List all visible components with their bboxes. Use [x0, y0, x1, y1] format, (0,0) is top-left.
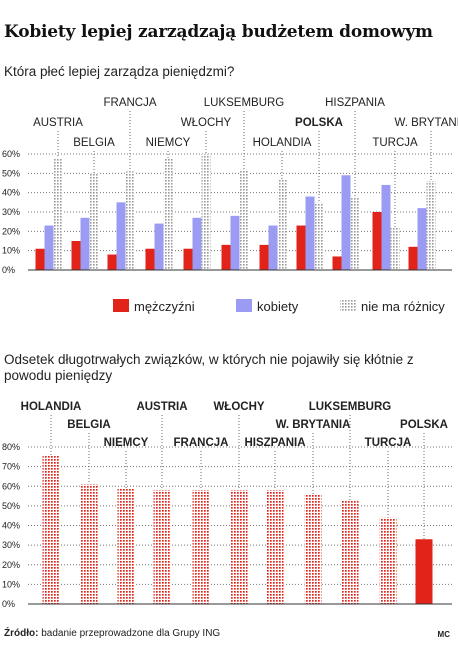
- bar-nodiff: [350, 196, 360, 270]
- bar-highlight: [415, 539, 433, 604]
- category-label: AUSTRIA: [136, 401, 187, 413]
- bar-nodiff: [201, 154, 211, 270]
- y-tick-label: 60%: [2, 149, 20, 159]
- chart-gender-money: 0% 10% 20% 30% 40% 50% 60% AUSTRIA BELGIA FRANCJA…: [2, 97, 458, 275]
- bar: [230, 490, 248, 604]
- bar-women: [154, 223, 164, 270]
- bar-women: [268, 225, 278, 270]
- category-label: AUSTRIA: [33, 117, 83, 129]
- y-tick-label: 20%: [2, 226, 20, 236]
- bar-nodiff: [125, 171, 135, 270]
- category-label: BELGIA: [73, 137, 115, 149]
- bar-men: [259, 244, 269, 270]
- bar: [379, 517, 397, 604]
- bar-men: [332, 256, 342, 270]
- source-text: badanie przeprowadzone dla Grupy ING: [41, 628, 221, 639]
- bar-men: [145, 248, 155, 270]
- legend-swatch-men: [113, 299, 129, 312]
- bar-men: [107, 254, 117, 270]
- chart1-subtitle: Która płeć lepiej zarządza pieniędzmi?: [4, 64, 235, 79]
- category-label: WŁOCHY: [181, 117, 232, 129]
- credit: MC: [437, 630, 450, 639]
- y-tick-label: 50%: [2, 501, 20, 511]
- bar: [192, 490, 210, 604]
- category-label: HISZPANIA: [325, 97, 385, 109]
- bar: [80, 484, 98, 604]
- category-label: HISZPANIA: [244, 437, 305, 449]
- y-tick-label: 70%: [2, 462, 20, 472]
- y-tick-label: 30%: [2, 540, 20, 550]
- y-tick-label: 0%: [2, 265, 15, 275]
- category-label: NIEMCY: [146, 137, 191, 149]
- y-tick-label: 30%: [2, 207, 20, 217]
- legend: mężczyźni kobiety nie ma różnicy: [113, 299, 445, 314]
- bar: [304, 494, 322, 604]
- category-label: FRANCJA: [103, 97, 156, 109]
- source-prefix: Źródło:: [4, 628, 39, 639]
- bar-nodiff: [163, 157, 173, 270]
- bar-women: [341, 175, 351, 270]
- y-tick-label: 60%: [2, 481, 20, 491]
- category-label: LUKSEMBURG: [309, 401, 391, 413]
- source-note: Źródło: badanie przeprowadzone dla Grupy…: [4, 628, 220, 639]
- category-label: W. BRYTANIA: [394, 117, 458, 129]
- legend-label-men: mężczyźni: [134, 299, 195, 314]
- bar-women: [192, 217, 202, 270]
- category-label: W. BRYTANIA: [276, 419, 351, 431]
- bar: [341, 499, 359, 604]
- category-label: FRANCJA: [174, 437, 229, 449]
- bar-women: [80, 217, 90, 270]
- legend-swatch-women: [236, 299, 252, 312]
- category-label: POLSKA: [400, 419, 448, 431]
- category-label: TURCJA: [365, 437, 412, 449]
- bar-women: [417, 208, 427, 270]
- bar-nodiff: [390, 227, 400, 270]
- category-label: NIEMCY: [104, 437, 149, 449]
- bar-nodiff: [239, 169, 249, 270]
- chart2-subtitle: Odsetek długotrwałych związków, w któryc…: [4, 352, 414, 383]
- y-tick-label: 40%: [2, 521, 20, 531]
- bar-women: [44, 225, 54, 270]
- legend-swatch-nodiff: [340, 299, 356, 312]
- bar: [42, 454, 60, 604]
- bar-men: [372, 212, 382, 270]
- bar-men: [35, 248, 45, 270]
- y-tick-label: 50%: [2, 168, 20, 178]
- y-tick-label: 10%: [2, 579, 20, 589]
- category-label: WŁOCHY: [213, 401, 264, 413]
- bar-men: [221, 244, 231, 270]
- category-label: POLSKA: [295, 117, 343, 129]
- category-label: TURCJA: [372, 137, 418, 149]
- bar-nodiff: [426, 181, 436, 270]
- y-tick-label: 10%: [2, 246, 20, 256]
- bar-women: [381, 184, 391, 270]
- y-tick-label: 0%: [2, 599, 15, 609]
- y-tick-label: 40%: [2, 188, 20, 198]
- y-tick-label: 80%: [2, 442, 20, 452]
- legend-label-women: kobiety: [257, 299, 299, 314]
- bar-nodiff: [277, 179, 287, 270]
- bar: [153, 490, 171, 604]
- category-label: HOLANDIA: [21, 401, 82, 413]
- legend-label-nodiff: nie ma różnicy: [361, 299, 445, 314]
- bar-men: [71, 241, 81, 270]
- bar-women: [230, 215, 240, 270]
- bar-nodiff: [89, 173, 99, 270]
- bar-nodiff: [53, 157, 63, 270]
- bar-nodiff: [314, 202, 324, 270]
- y-tick-label: 20%: [2, 560, 20, 570]
- chart-no-quarrels: 0% 10% 20% 30% 40% 50% 60% 70% 80% HOLANDIA BELGIA…: [2, 401, 452, 609]
- bar: [117, 488, 135, 604]
- bar-women: [305, 196, 315, 270]
- category-label: BELGIA: [67, 419, 110, 431]
- category-label: HOLANDIA: [253, 137, 312, 149]
- category-label: LUKSEMBURG: [204, 97, 285, 109]
- bar-men: [408, 246, 418, 270]
- bar: [266, 490, 284, 604]
- bar-men: [183, 248, 193, 270]
- chart-title: Kobiety lepiej zarządzają budżetem domow…: [4, 22, 433, 42]
- bar-women: [116, 202, 126, 270]
- bar-men: [296, 225, 306, 270]
